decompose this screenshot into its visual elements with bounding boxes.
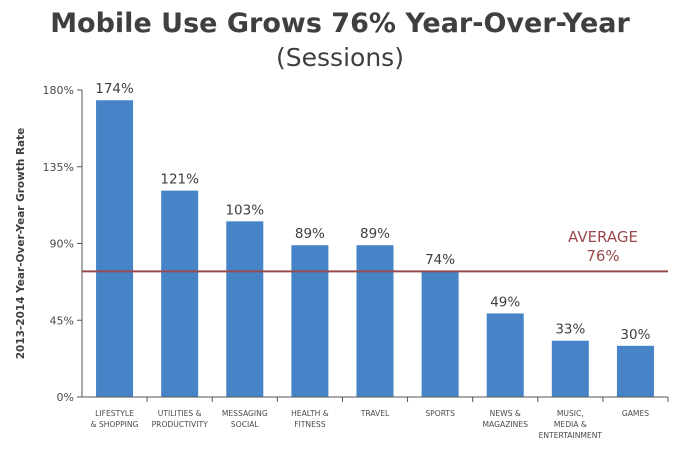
value-label: 74%: [425, 252, 455, 268]
y-tick-label: 90%: [50, 238, 74, 251]
bar: [616, 345, 654, 397]
y-axis-label: 2013-2014 Year-Over-Year Growth Rate: [15, 128, 27, 360]
category-label: SOCIAL: [231, 420, 260, 429]
value-label: 33%: [555, 322, 585, 338]
value-label: 30%: [620, 327, 650, 343]
category-label: MAGAZINES: [483, 420, 529, 429]
category-label: TRAVEL: [360, 409, 390, 418]
category-label: ENTERTAINMENT: [539, 431, 603, 440]
bar: [486, 313, 524, 397]
bar: [356, 245, 394, 397]
average-label: AVERAGE: [568, 228, 638, 246]
category-label: FITNESS: [294, 420, 326, 429]
value-label: 103%: [225, 202, 264, 218]
bar: [161, 190, 199, 397]
y-tick-label: 0%: [57, 391, 74, 404]
bar: [291, 245, 329, 397]
value-label: 49%: [490, 294, 520, 310]
bar: [421, 270, 459, 397]
category-label: GAMES: [622, 409, 649, 418]
category-label: & SHOPPING: [91, 420, 139, 429]
chart-title: Mobile Use Grows 76% Year-Over-Year: [50, 8, 630, 39]
category-label: HEALTH &: [291, 409, 329, 418]
value-label: 89%: [360, 226, 390, 242]
average-value-label: 76%: [586, 247, 619, 265]
value-label: 89%: [295, 226, 325, 242]
bar: [551, 340, 589, 397]
bar: [226, 221, 264, 397]
y-tick-label: 135%: [43, 161, 74, 174]
category-label: LIFESTYLE: [95, 409, 134, 418]
category-label: MESSAGING: [222, 409, 268, 418]
value-label: 121%: [160, 172, 199, 188]
category-label: MUSIC,: [557, 409, 584, 418]
value-label: 174%: [95, 81, 134, 97]
category-label: NEWS &: [490, 409, 521, 418]
category-label: SPORTS: [425, 409, 455, 418]
category-label: MEDIA &: [554, 420, 587, 429]
y-tick-label: 180%: [43, 84, 74, 97]
bar: [96, 100, 134, 397]
chart-subtitle: (Sessions): [276, 43, 404, 72]
y-tick-label: 45%: [50, 314, 74, 327]
category-label: UTILITIES &: [158, 409, 202, 418]
category-label: PRODUCTIVITY: [152, 420, 208, 429]
